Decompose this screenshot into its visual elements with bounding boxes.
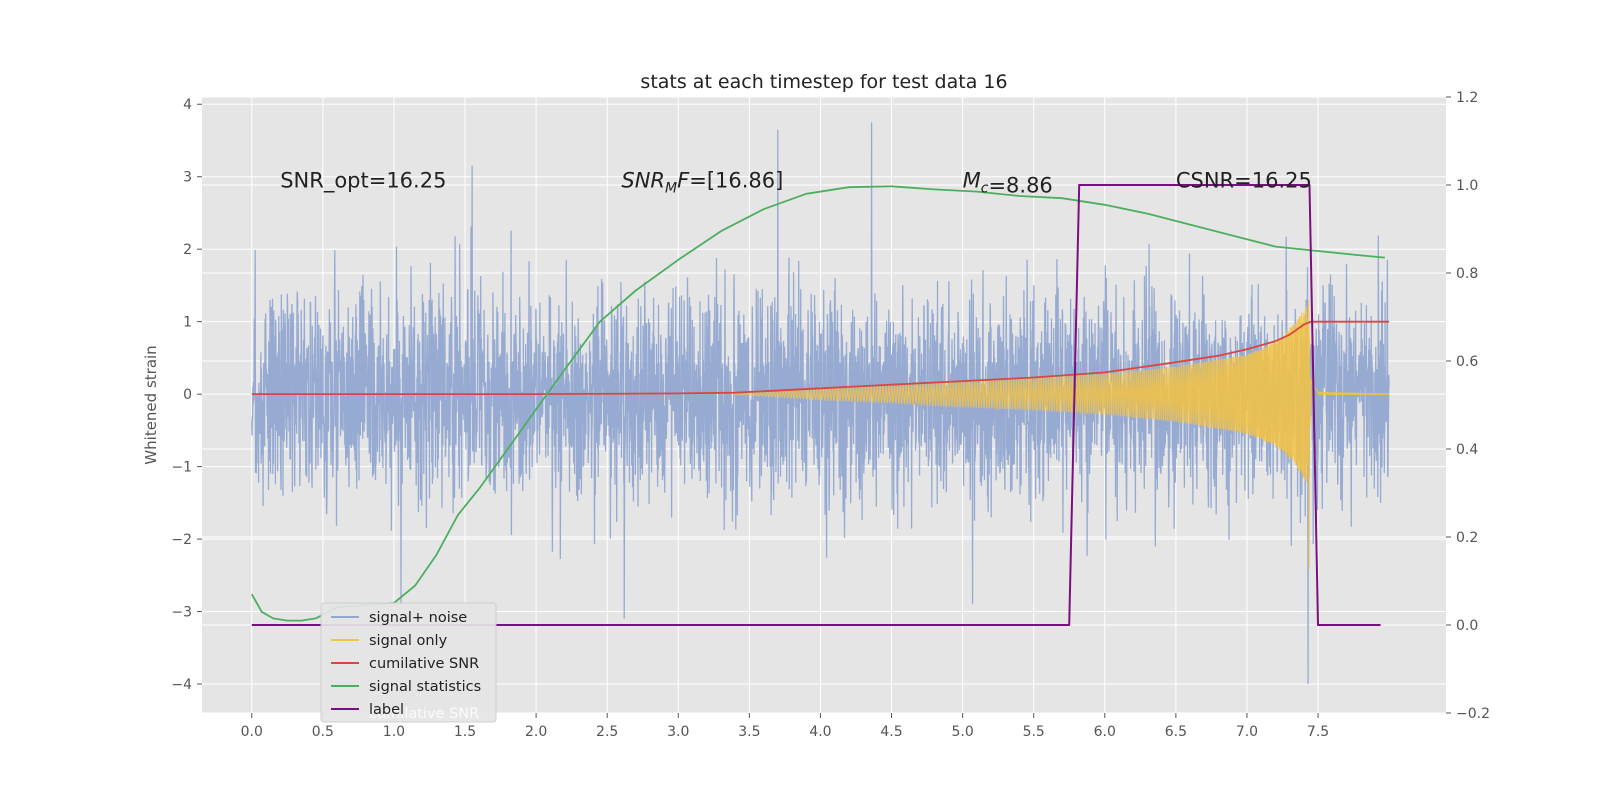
- annotations: SNR_opt=16.25 SNRMF=[16.86] Mc=8.86 CSNR=16…: [280, 168, 1312, 197]
- series-label-line: [251, 184, 1381, 626]
- x-tick-label: 5.0: [951, 724, 973, 740]
- y-left-tick-label: −2: [171, 532, 192, 548]
- x-tick-label: 6.5: [1165, 724, 1187, 740]
- x-tick-label: 3.0: [667, 724, 689, 740]
- legend-label: signal+ noise: [369, 610, 467, 626]
- annotation-snr-opt: SNR_opt=16.25: [280, 168, 446, 193]
- series-cumilative-snr-line: [251, 320, 1390, 396]
- y-axis-label: Whitened strain: [142, 345, 160, 464]
- x-tick-label: 6.0: [1094, 724, 1116, 740]
- y-right-tick-label: 0.4: [1456, 442, 1478, 458]
- legend-label: signal only: [369, 633, 448, 649]
- y-left-tick-label: −1: [171, 460, 192, 476]
- y-left-tick-label: −4: [171, 677, 192, 693]
- legend-shadow-text: cumilative SNR: [369, 706, 479, 722]
- x-tick-label: 0.0: [241, 724, 263, 740]
- x-tick-label: 1.0: [383, 724, 405, 740]
- annotation-mc: Mc=8.86: [963, 168, 1053, 197]
- y-right-tick-label: 1.0: [1456, 178, 1478, 194]
- legend-box: [320, 602, 497, 723]
- annotation-csnr: CSNR=16.25: [1176, 168, 1312, 192]
- x-tick-label: 2.0: [525, 724, 547, 740]
- y-right-tick-label: 0.8: [1456, 266, 1478, 282]
- x-tick-label: 3.5: [738, 724, 760, 740]
- chart-title: stats at each timestep for test data 16: [640, 71, 1007, 93]
- legend-label: cumilative SNR: [369, 656, 479, 672]
- legend: cumilative SNR signal+ noise signal only cu…: [320, 602, 497, 723]
- legend-label: signal statistics: [369, 679, 481, 695]
- x-tick-label: 2.5: [596, 724, 618, 740]
- y-left-tick-label: −3: [171, 605, 192, 621]
- series-signal-only-line: [735, 299, 1390, 569]
- y-left-tick-label: 4: [183, 97, 192, 113]
- y-left-tick-label: 0: [183, 387, 192, 403]
- x-tick-label: 7.5: [1307, 724, 1329, 740]
- x-tick-label: 0.5: [312, 724, 334, 740]
- legend-label: label: [369, 702, 404, 718]
- y-right-tick-label: 0.6: [1456, 354, 1478, 370]
- y-left-tick-label: 3: [183, 170, 192, 186]
- y-right-tick-label: 0.2: [1456, 530, 1478, 546]
- y-left-tick-label: 1: [183, 315, 192, 331]
- y-right-tick-label: −0.2: [1456, 706, 1490, 722]
- y-left-tick-label: 2: [183, 242, 192, 258]
- x-tick-label: 4.5: [880, 724, 902, 740]
- axes-layer: 0.0 0.5 1.0 1.5 2.0 2.5 3.0 3.5 4.0 4.5 5.0 5.5 6.0 6…: [171, 90, 1490, 740]
- y-right-tick-label: 1.2: [1456, 90, 1478, 106]
- x-tick-label: 5.5: [1023, 724, 1045, 740]
- x-tick-label: 4.0: [809, 724, 831, 740]
- annotation-snr-mf: SNRMF=[16.86]: [621, 168, 783, 196]
- x-tick-label: 7.0: [1236, 724, 1258, 740]
- x-tick-label: 1.5: [454, 724, 476, 740]
- y-right-tick-label: 0.0: [1456, 618, 1478, 634]
